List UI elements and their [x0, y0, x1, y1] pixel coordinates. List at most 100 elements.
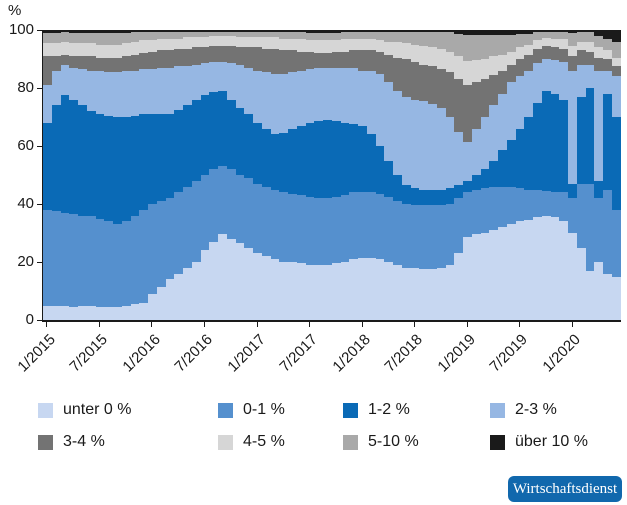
- bar-segment: [550, 217, 560, 320]
- bar-segment: [401, 96, 411, 186]
- bar-segment: [568, 70, 577, 184]
- bar: [165, 30, 175, 320]
- bar-segment: [410, 44, 420, 62]
- bar: [419, 30, 428, 320]
- bar-segment: [454, 198, 463, 254]
- bar-segment: [253, 122, 262, 184]
- bar-segment: [148, 204, 157, 294]
- wirtschaftsdienst-badge[interactable]: Wirtschaftsdienst: [508, 476, 622, 502]
- bar-segment: [489, 56, 498, 75]
- bar-segment: [533, 30, 542, 33]
- bar-segment: [314, 30, 323, 33]
- bar: [69, 30, 78, 320]
- bar-segment: [480, 233, 490, 320]
- legend-swatch: [490, 434, 505, 450]
- bar-segment: [603, 93, 612, 190]
- bar-segment: [384, 41, 393, 55]
- bar-segment: [130, 41, 140, 55]
- y-axis-unit-label: %: [8, 2, 22, 19]
- bar-segment: [506, 186, 516, 225]
- bar-segment: [235, 175, 245, 244]
- bar-segment: [156, 286, 166, 320]
- bar: [349, 30, 358, 320]
- bar: [288, 30, 297, 320]
- bar-segment: [218, 30, 227, 32]
- bar-segment: [174, 38, 183, 49]
- bar-segment: [331, 196, 341, 264]
- bar-segment: [419, 205, 428, 270]
- bar-segment: [594, 180, 603, 199]
- bar-segment: [121, 56, 131, 71]
- bar-segment: [226, 238, 236, 320]
- legend-item: 2-3 %: [490, 402, 557, 418]
- bar-segment: [261, 30, 271, 32]
- bar-segment: [244, 31, 253, 38]
- y-tick-label: 100: [8, 21, 34, 38]
- bar-segment: [576, 50, 586, 65]
- plot-area: [42, 30, 621, 322]
- bar-segment: [104, 57, 113, 73]
- bar-segment: [51, 43, 61, 57]
- legend-label: 3-4 %: [63, 433, 105, 450]
- bar-segment: [139, 53, 148, 70]
- bar-segment: [305, 196, 315, 265]
- legend-swatch: [38, 434, 53, 450]
- bar: [95, 30, 105, 320]
- bar-segment: [323, 264, 332, 320]
- bar-segment: [340, 51, 350, 68]
- bar-segment: [331, 32, 341, 41]
- bar-segment: [174, 31, 183, 39]
- bar: [51, 30, 61, 320]
- legend-label: über 10 %: [515, 433, 588, 450]
- bar-segment: [506, 30, 516, 35]
- bar-segment: [358, 125, 367, 193]
- bar-segment: [253, 183, 262, 254]
- bar-segment: [139, 32, 148, 41]
- x-tick-label: 7/2015: [66, 331, 111, 376]
- bar-segment: [340, 262, 350, 320]
- bar-segment: [60, 212, 70, 306]
- bar-segment: [594, 35, 603, 48]
- bar-segment: [436, 69, 446, 109]
- bar-segment: [95, 306, 105, 320]
- bar-segment: [235, 37, 245, 48]
- bar-segment: [410, 30, 420, 33]
- bar-segment: [393, 201, 402, 265]
- bar-segment: [156, 67, 166, 115]
- bar-segment: [183, 37, 192, 49]
- bar-segment: [121, 30, 131, 33]
- bar-segment: [393, 41, 402, 58]
- bar: [533, 30, 542, 320]
- bar-segment: [43, 85, 52, 123]
- bar-segment: [235, 108, 245, 176]
- bar: [244, 30, 253, 320]
- bar-segment: [296, 70, 306, 126]
- bar-segment: [235, 64, 245, 109]
- bar-segment: [86, 215, 96, 306]
- bar-segment: [603, 59, 612, 71]
- bar: [375, 30, 385, 320]
- bar-segment: [349, 30, 358, 33]
- bar-segment: [60, 54, 70, 65]
- bar-segment: [349, 259, 358, 320]
- bar-segment: [200, 30, 210, 32]
- bar-segment: [156, 50, 166, 68]
- bar-segment: [104, 30, 113, 33]
- bar-segment: [288, 128, 297, 194]
- bar-segment: [331, 40, 341, 52]
- bar-segment: [331, 263, 341, 320]
- bar-segment: [130, 32, 140, 42]
- bar-segment: [463, 85, 472, 142]
- bar-segment: [113, 44, 122, 58]
- bar-segment: [550, 38, 560, 48]
- bar: [113, 30, 122, 320]
- bar-segment: [349, 32, 358, 39]
- bar-segment: [244, 67, 253, 115]
- bar-segment: [244, 114, 253, 178]
- bar-segment: [139, 30, 148, 33]
- bar-segment: [340, 195, 350, 262]
- legend-swatch: [490, 402, 505, 418]
- legend-swatch: [38, 402, 53, 418]
- bar-segment: [410, 268, 420, 320]
- bar-segment: [174, 273, 183, 320]
